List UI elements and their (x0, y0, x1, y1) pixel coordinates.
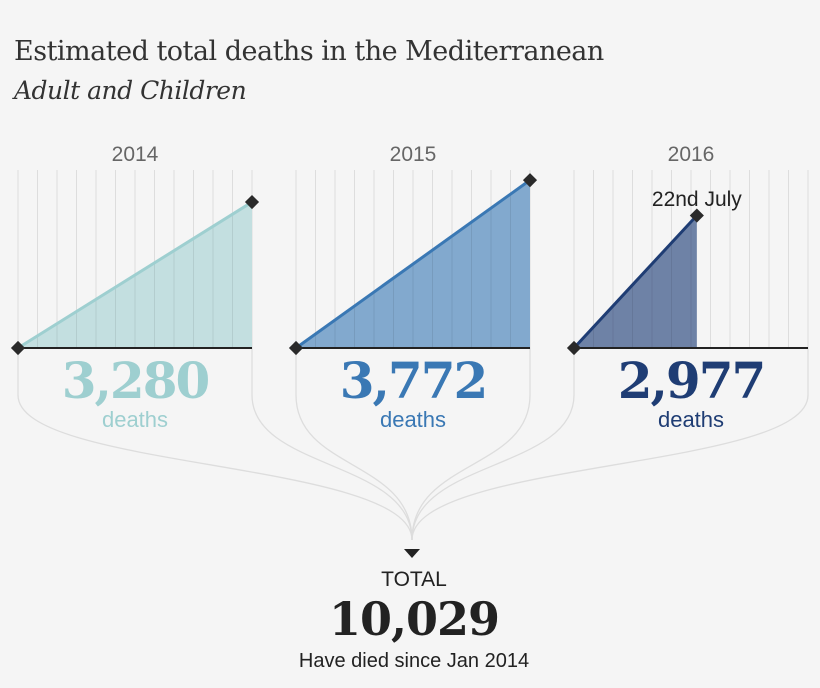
value-label: 3,772 (340, 351, 487, 410)
chart-subtitle: Adult and Children (14, 76, 247, 105)
annotation-label: 22nd July (652, 188, 742, 211)
unit-label: deaths (102, 407, 168, 432)
funnel-line (17, 348, 413, 541)
unit-label: deaths (380, 407, 446, 432)
down-arrow-icon (404, 549, 420, 558)
diamond-marker (288, 340, 304, 356)
funnel-line (411, 348, 575, 541)
trend-line-2015 (295, 178, 531, 350)
year-label: 2015 (390, 143, 437, 166)
value-label: 3,280 (62, 351, 209, 410)
total-label: TOTAL (381, 568, 447, 591)
funnel-line (295, 348, 413, 541)
trend-line-2016 (572, 214, 698, 350)
diamond-marker (689, 208, 704, 223)
value-label: 2,977 (618, 351, 765, 410)
funnel-line (251, 348, 413, 541)
total-value: 10,029 (328, 592, 500, 646)
funnel-line (411, 348, 531, 541)
trend-line-2014 (17, 200, 253, 350)
total-caption: Have died since Jan 2014 (298, 650, 530, 672)
chart-title: Estimated total deaths in the Mediterran… (14, 36, 604, 67)
diamond-marker (10, 340, 26, 356)
unit-label: deaths (658, 407, 724, 432)
diamond-marker (244, 194, 260, 210)
diamond-marker (522, 173, 538, 188)
year-label: 2014 (112, 143, 159, 166)
diamond-marker (566, 340, 582, 356)
funnel-line (411, 348, 809, 541)
year-label: 2016 (668, 143, 715, 166)
